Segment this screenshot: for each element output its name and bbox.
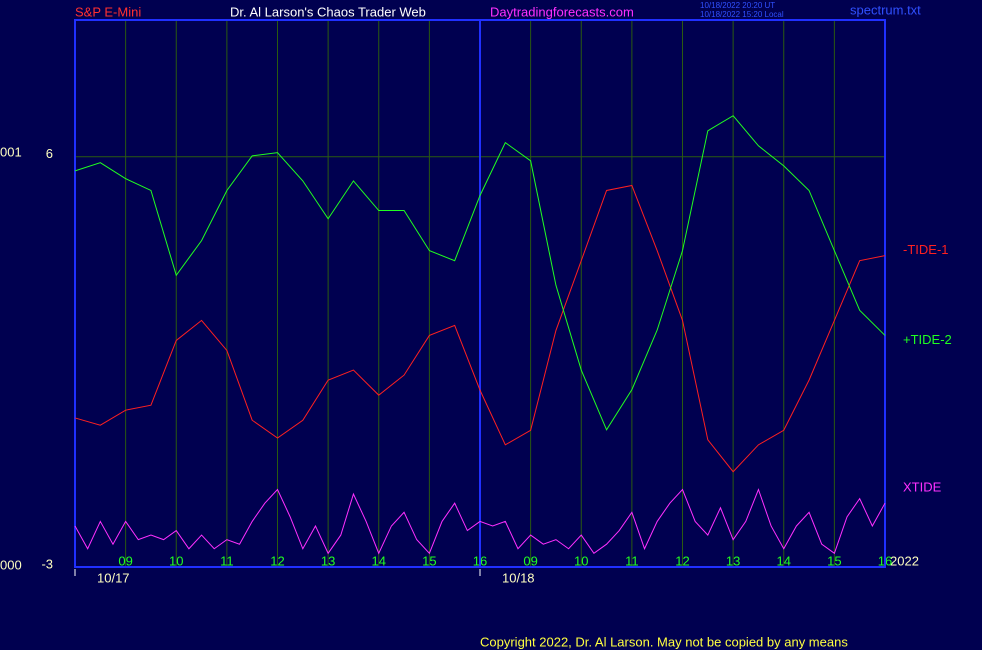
x-tick-label: 15: [422, 553, 436, 568]
x-tick-label: 11: [220, 553, 234, 568]
site-title: Dr. Al Larson's Chaos Trader Web: [230, 4, 426, 19]
left-label: 000: [0, 557, 22, 572]
site-url: Daytradingforecasts.com: [490, 4, 634, 19]
y-tick-label: 6: [46, 146, 53, 161]
file-name: spectrum.txt: [850, 2, 921, 17]
series-line: [74, 184, 886, 473]
x-tick-label: 11: [625, 553, 639, 568]
x-tick-label: 09: [118, 553, 132, 568]
x-tick-label: 09: [523, 553, 537, 568]
series-line: [74, 488, 886, 555]
copyright: Copyright 2022, Dr. Al Larson. May not b…: [480, 634, 848, 649]
series-label: +TIDE-2: [903, 332, 952, 347]
left-label: 001: [0, 144, 22, 159]
y-tick-label: -3: [41, 556, 53, 571]
time-local: 10/18/2022 15:20 Local: [700, 10, 784, 19]
series-line: [74, 115, 886, 431]
x-tick-label: 10: [169, 553, 183, 568]
date-label: 10/17: [97, 570, 130, 585]
date-label: 10/18: [502, 570, 535, 585]
x-tick-label: 10: [574, 553, 588, 568]
year-label: 2022: [890, 553, 919, 568]
time-ut: 10/18/2022 20:20 UT: [700, 1, 775, 10]
series-label: XTIDE: [903, 480, 942, 495]
x-tick-label: 13: [321, 553, 335, 568]
series-label: -TIDE-1: [903, 242, 949, 257]
x-tick-label: 12: [675, 553, 689, 568]
x-tick-label: 12: [270, 553, 284, 568]
x-tick-label: 14: [777, 553, 791, 568]
x-tick-label: 14: [372, 553, 386, 568]
x-tick-label: 13: [726, 553, 740, 568]
symbol: S&P E-Mini: [75, 4, 141, 19]
x-tick-label: 15: [827, 553, 841, 568]
